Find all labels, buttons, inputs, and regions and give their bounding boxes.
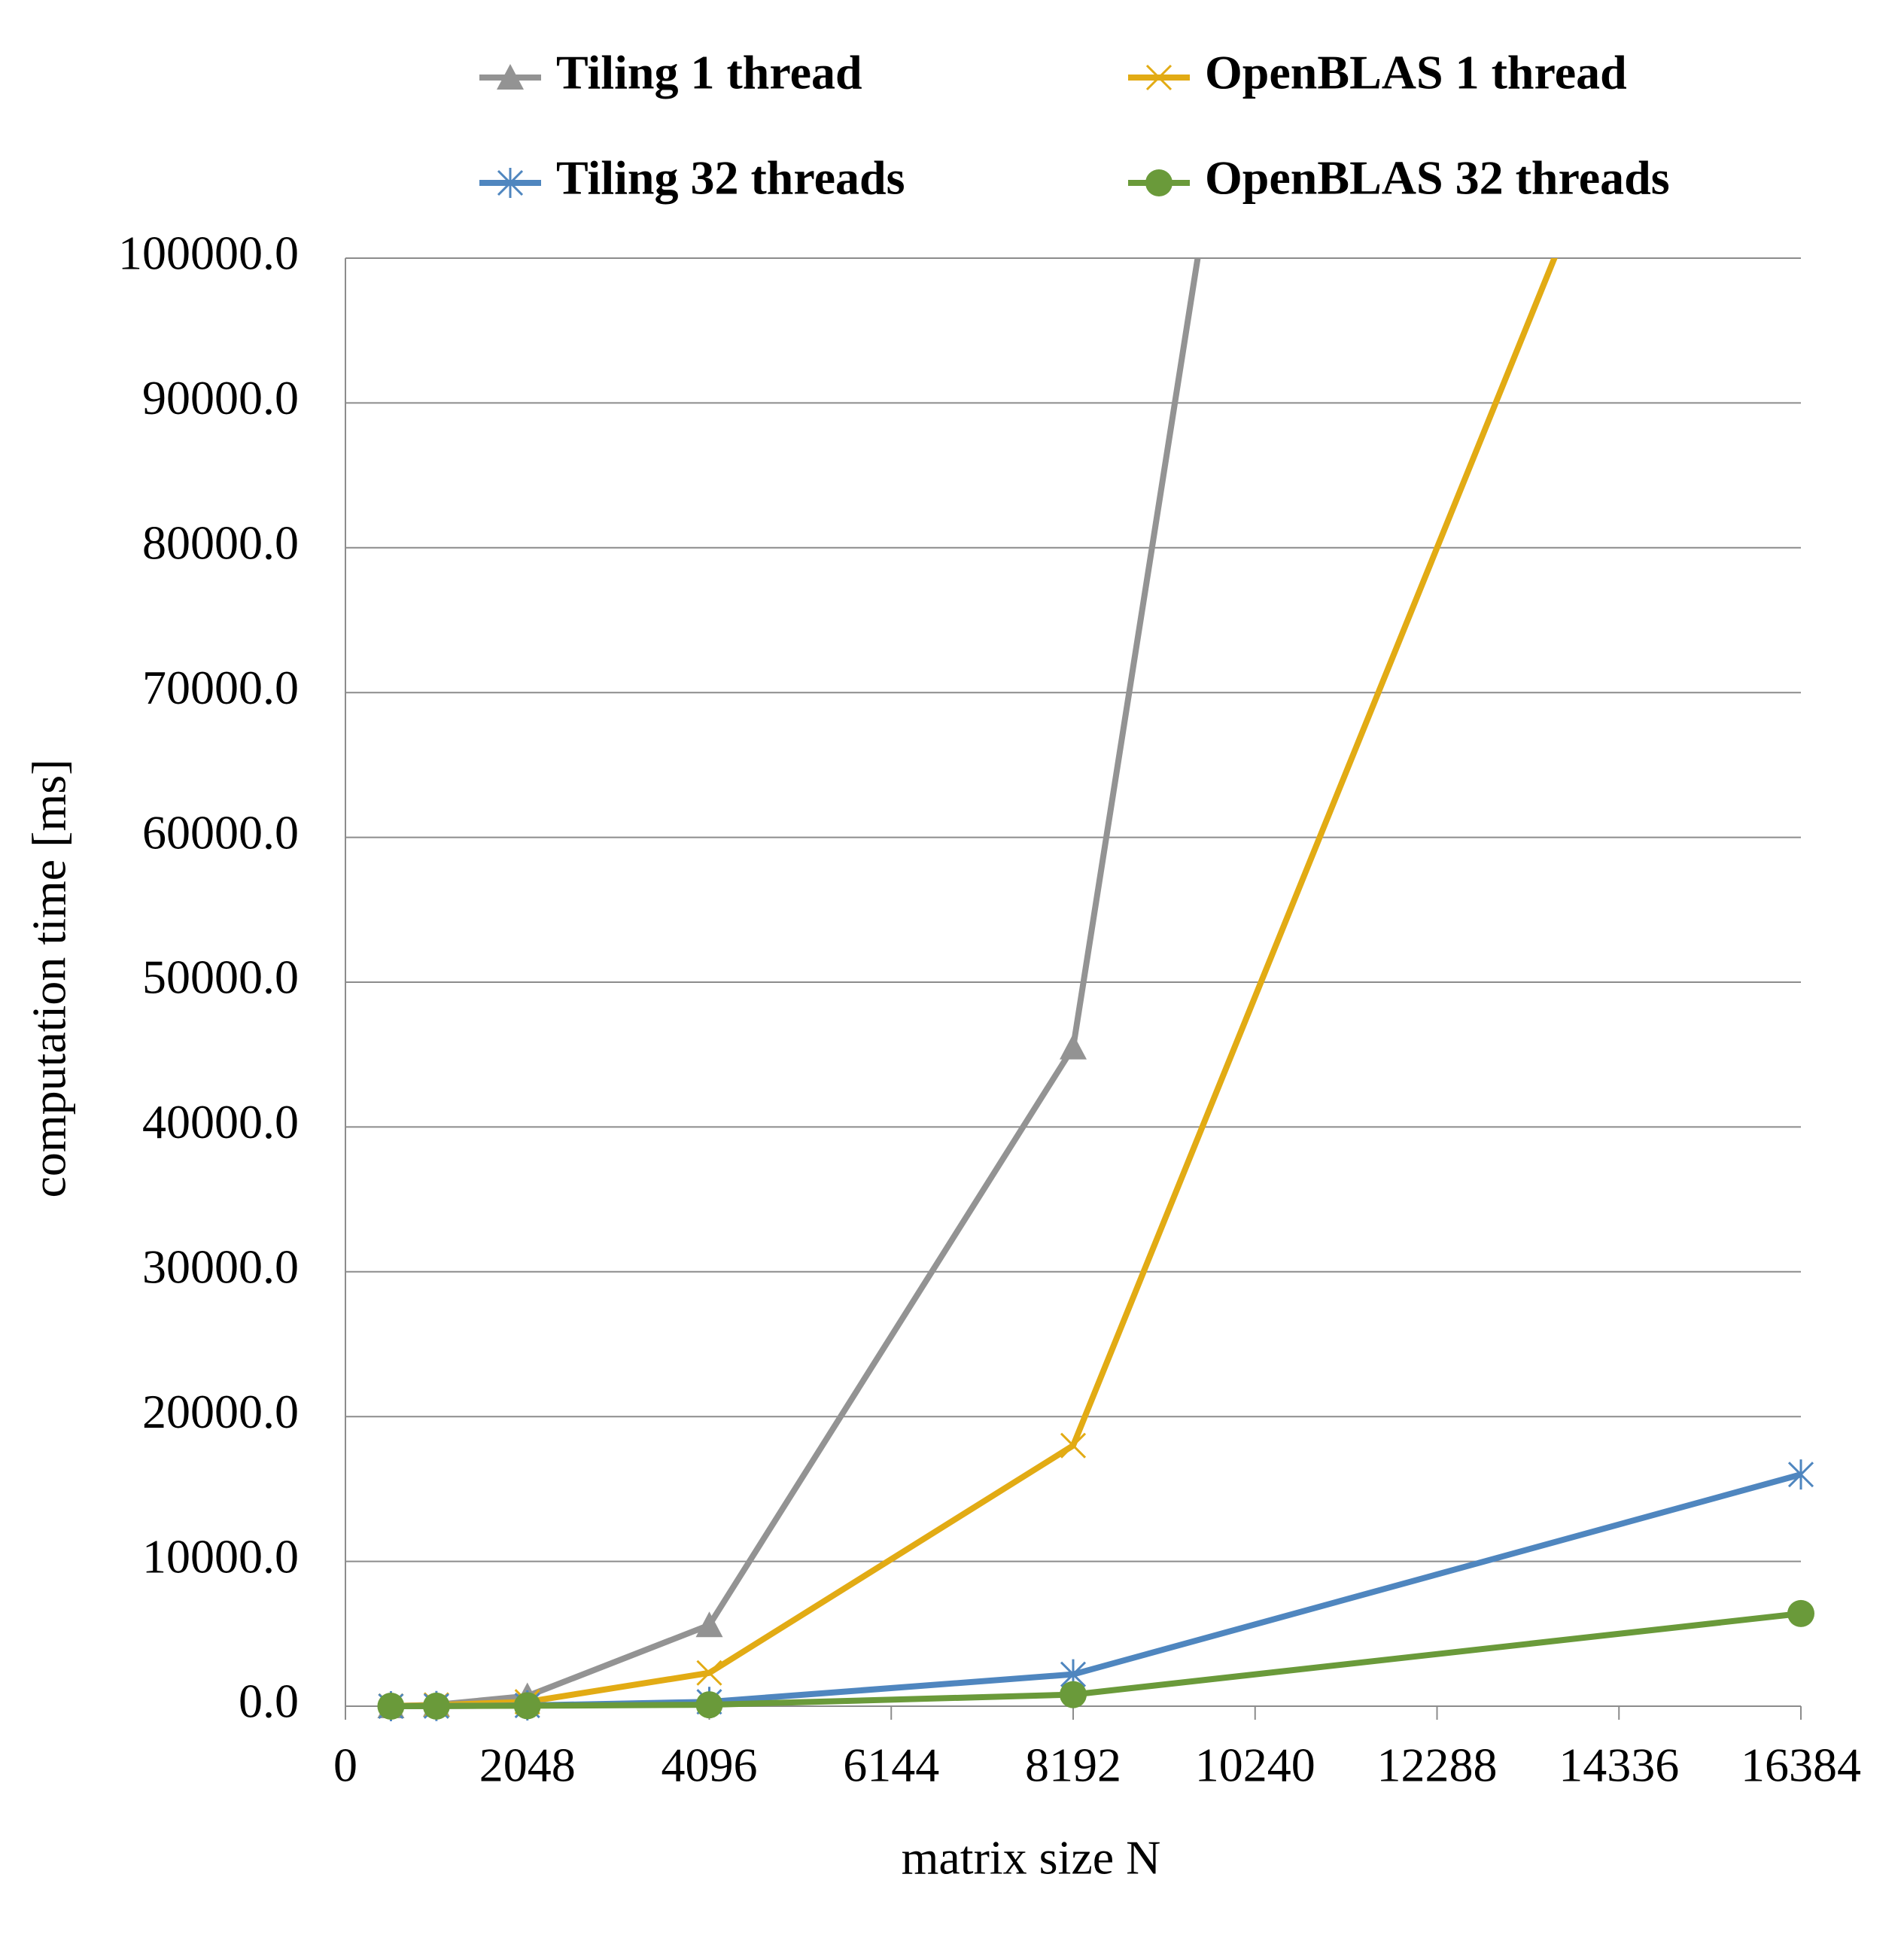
series-line (391, 258, 1201, 1709)
marker (696, 1660, 722, 1686)
x-tick-label: 10240 (1195, 1739, 1315, 1792)
y-tick-label: 30000.0 (142, 1240, 299, 1293)
legend-label: Tiling 32 threads (556, 151, 905, 205)
marker (1060, 1033, 1087, 1060)
x-tick-label: 0 (333, 1739, 357, 1792)
legend-marker (497, 168, 524, 198)
plot-area (377, 258, 1814, 1721)
legend-label: Tiling 1 thread (556, 46, 862, 99)
marker (1787, 1599, 1814, 1627)
legend-label: OpenBLAS 1 thread (1205, 46, 1627, 99)
legend-marker (1145, 64, 1173, 91)
marker (377, 1693, 405, 1720)
marker (513, 1692, 541, 1720)
x-axis-title: matrix size N (902, 1831, 1161, 1885)
y-tick-label: 70000.0 (142, 661, 299, 714)
x-tick-label: 2048 (479, 1739, 576, 1792)
marker (1060, 1681, 1087, 1708)
x-tick-label: 16384 (1741, 1739, 1861, 1792)
x-tick-label: 4096 (662, 1739, 758, 1792)
y-tick-label: 20000.0 (142, 1385, 299, 1438)
marker (1787, 1459, 1814, 1490)
x-tick-label: 12288 (1377, 1739, 1498, 1792)
y-tick-label: 80000.0 (142, 516, 299, 569)
series-line (391, 258, 1558, 1709)
legend-marker (497, 64, 524, 90)
marker (422, 1692, 450, 1720)
x-tick-label: 14336 (1559, 1739, 1679, 1792)
y-axis-title: computation time [ms] (23, 759, 76, 1198)
marker (1060, 1432, 1087, 1459)
legend-label: OpenBLAS 32 threads (1205, 151, 1670, 205)
x-tick-label: 8192 (1025, 1739, 1121, 1792)
y-tick-label: 0.0 (239, 1675, 299, 1728)
y-tick-label: 100000.0 (118, 227, 299, 280)
x-tick-label: 6144 (843, 1739, 939, 1792)
y-tick-label: 60000.0 (142, 805, 299, 859)
series-line (391, 1471, 1802, 1709)
legend-marker (1145, 169, 1173, 196)
y-tick-label: 40000.0 (142, 1095, 299, 1149)
marker (695, 1691, 723, 1719)
y-tick-label: 90000.0 (142, 371, 299, 424)
y-tick-label: 10000.0 (142, 1529, 299, 1583)
marker (695, 1611, 723, 1638)
y-tick-label: 50000.0 (142, 951, 299, 1004)
